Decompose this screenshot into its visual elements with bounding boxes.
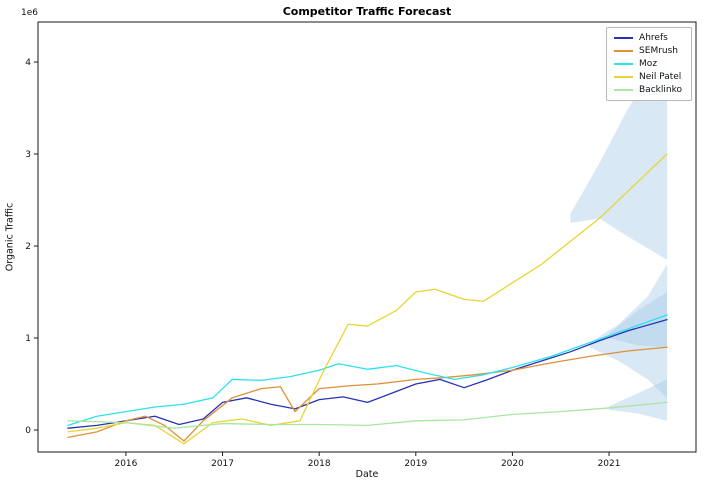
series-line-backlinko	[67, 401, 668, 429]
legend-entry: Neil Patel	[614, 72, 682, 82]
legend-line-swatch	[614, 89, 634, 91]
y-tick-label: 4	[25, 58, 31, 68]
legend-line-swatch	[614, 37, 634, 39]
chart-title: Competitor Traffic Forecast	[282, 5, 452, 18]
legend-line-swatch	[614, 76, 634, 78]
x-tick-label: 2021	[598, 459, 621, 469]
legend-label: Moz	[639, 59, 658, 69]
y-tick-label: 0	[25, 426, 31, 436]
legend-label: Neil Patel	[639, 72, 682, 82]
legend-label: SEMrush	[639, 46, 679, 56]
legend-entry: SEMrush	[614, 46, 682, 56]
legend-entry: Backlinko	[614, 85, 682, 95]
series-line-ahrefs	[67, 318, 668, 429]
x-tick-label: 2016	[114, 459, 137, 469]
x-tick-label: 2020	[501, 459, 524, 469]
legend-line-swatch	[614, 50, 634, 52]
axes-frame	[37, 21, 697, 453]
y-axis-offset-label: 1e6	[21, 8, 38, 18]
confidence-band-moz	[609, 292, 668, 348]
y-tick-label: 3	[25, 150, 31, 160]
legend-entry: Moz	[614, 59, 682, 69]
x-tick-label: 2019	[404, 459, 427, 469]
legend-line-swatch	[614, 63, 634, 65]
legend-entry: Ahrefs	[614, 33, 682, 43]
series-line-moz	[67, 314, 668, 427]
confidence-band-backlinko	[609, 379, 668, 421]
series-line-neil-patel	[67, 153, 668, 445]
confidence-band-neil-patel	[570, 48, 668, 260]
x-axis-label: Date	[355, 469, 379, 480]
x-tick-label: 2017	[211, 459, 234, 469]
y-tick-label: 2	[25, 242, 31, 252]
legend-label: Ahrefs	[639, 33, 668, 43]
legend: Ahrefs SEMrush Moz Neil Patel Backlinko	[606, 27, 692, 101]
x-tick-label: 2018	[308, 459, 331, 469]
series-line-semrush	[67, 346, 668, 442]
legend-label: Backlinko	[639, 85, 682, 95]
y-tick-label: 1	[25, 334, 31, 344]
